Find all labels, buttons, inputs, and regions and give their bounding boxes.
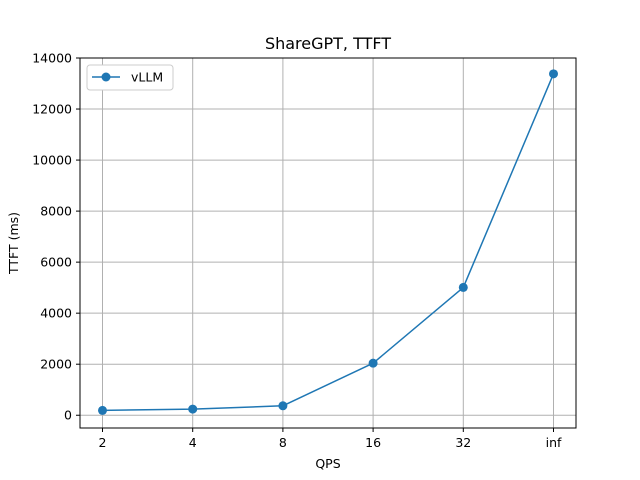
y-tick-label: 4000	[40, 306, 72, 321]
x-axis-label: QPS	[315, 456, 340, 471]
y-tick-label: 6000	[40, 255, 72, 270]
plot-frame	[79, 57, 577, 429]
y-tick-label: 12000	[32, 102, 72, 117]
x-tick-label: inf	[546, 435, 562, 450]
y-tick-label: 8000	[40, 204, 72, 219]
x-tick-label: 16	[365, 435, 381, 450]
data-point-vllm	[98, 405, 107, 415]
data-point-vllm	[278, 401, 288, 411]
x-tick-label: 4	[189, 435, 197, 450]
y-axis-ticks: 0 2000 4000 6000 8000 10000 12000 14000	[32, 51, 80, 423]
data-point-vllm	[188, 404, 198, 414]
data-point-vllm	[368, 358, 378, 368]
legend: vLLM	[86, 64, 174, 91]
legend-marker-vllm	[101, 72, 111, 82]
series-layer	[98, 69, 558, 415]
data-point-vllm	[549, 69, 558, 79]
x-tick-label: 32	[455, 435, 471, 450]
y-tick-label: 10000	[32, 153, 72, 168]
y-tick-label: 0	[64, 408, 72, 423]
series-line-vllm	[102, 73, 555, 412]
plot-area: 2 4 8 16 32 inf 0 2000 4000 6000 8000 10000 12000 14…	[32, 51, 577, 450]
x-tick-label: 8	[279, 435, 287, 450]
chart-title: ShareGPT, TTFT	[265, 34, 391, 53]
y-tick-label: 2000	[40, 357, 72, 372]
data-point-vllm	[458, 282, 468, 292]
plot-background	[80, 58, 576, 428]
legend-box	[86, 64, 174, 91]
y-tick-label: 14000	[32, 51, 72, 66]
legend-label-vllm: vLLM	[131, 70, 163, 85]
y-axis-label: TTFT (ms)	[6, 212, 21, 275]
x-axis-ticks: 2 4 8 16 32 inf	[99, 428, 562, 450]
x-tick-label: 2	[99, 435, 107, 450]
